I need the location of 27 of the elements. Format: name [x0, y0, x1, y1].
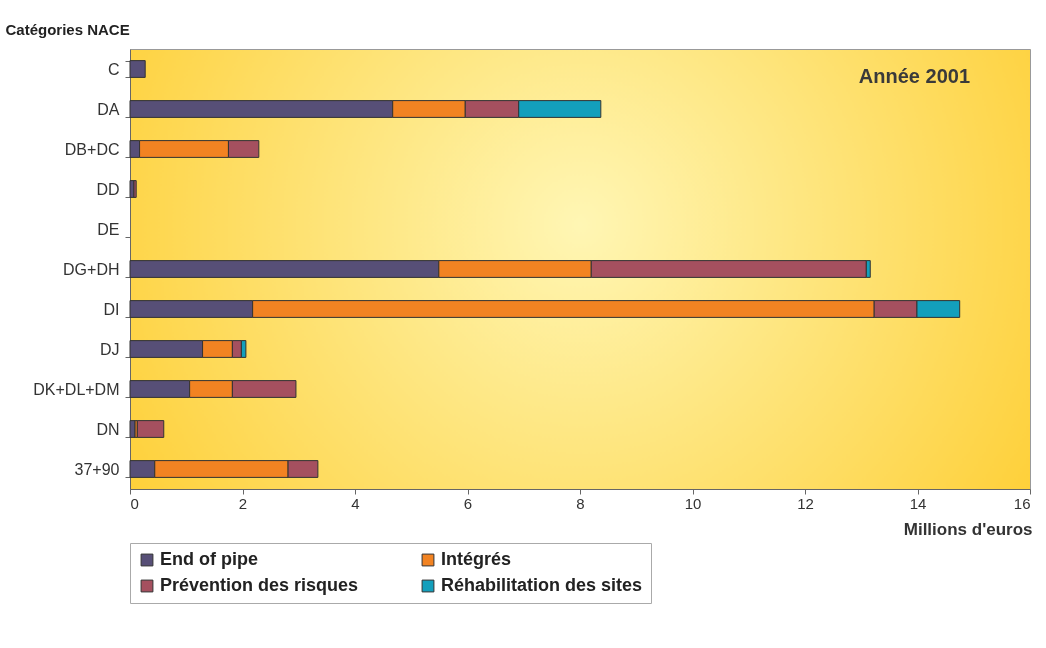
- legend-label: Intégrés: [441, 549, 512, 569]
- y-tick-label: 37+90: [74, 460, 120, 478]
- y-tick-label: DD: [96, 180, 120, 198]
- y-axis-title: Catégories NACE: [5, 20, 130, 38]
- x-axis-title: Millions d'euros: [903, 519, 1033, 539]
- x-tick-label: 8: [576, 494, 585, 512]
- x-tick-label: 12: [797, 494, 814, 512]
- y-tick-label: DJ: [99, 340, 120, 358]
- x-tick-label: 10: [684, 494, 702, 512]
- legend-label: Réhabilitation des sites: [441, 575, 643, 595]
- y-tick-label: DB+DC: [64, 140, 120, 158]
- x-tick-label: 16: [1013, 494, 1031, 512]
- y-tick-label: DE: [97, 220, 120, 238]
- x-tick-label: 2: [238, 494, 248, 512]
- legend-label: End of pipe: [160, 549, 258, 569]
- text: Année 2001: [858, 65, 970, 87]
- y-tick-label: DK+DL+DM: [33, 380, 120, 398]
- y-tick-label: DI: [103, 300, 120, 318]
- x-tick-label: 4: [351, 494, 360, 512]
- y-tick-label: C: [107, 60, 120, 78]
- x-tick-label: 6: [463, 494, 473, 512]
- x-tick-label: 14: [909, 494, 927, 512]
- y-tick-label: DG+DH: [63, 260, 120, 278]
- legend-label: Prévention des risques: [160, 575, 359, 595]
- y-tick-label: DN: [96, 420, 120, 438]
- y-tick-label: DA: [97, 100, 120, 118]
- x-tick-label: 0: [130, 494, 139, 512]
